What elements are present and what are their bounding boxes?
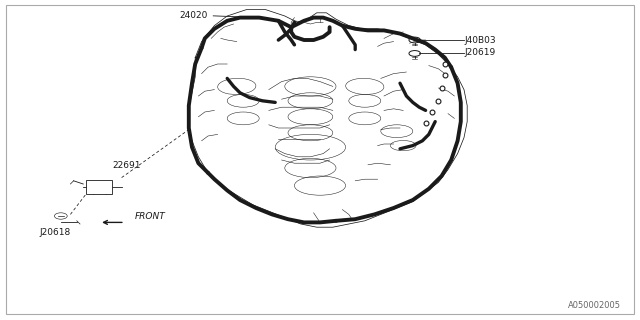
Polygon shape: [189, 10, 467, 227]
Text: A050002005: A050002005: [568, 301, 621, 310]
Text: 22691: 22691: [112, 161, 141, 170]
Text: FRONT: FRONT: [134, 212, 165, 221]
Bar: [86, 180, 112, 194]
Text: J20618: J20618: [40, 228, 71, 237]
Text: J20619: J20619: [465, 48, 496, 57]
Text: 24020: 24020: [179, 11, 257, 20]
Text: J40B03: J40B03: [465, 36, 496, 44]
